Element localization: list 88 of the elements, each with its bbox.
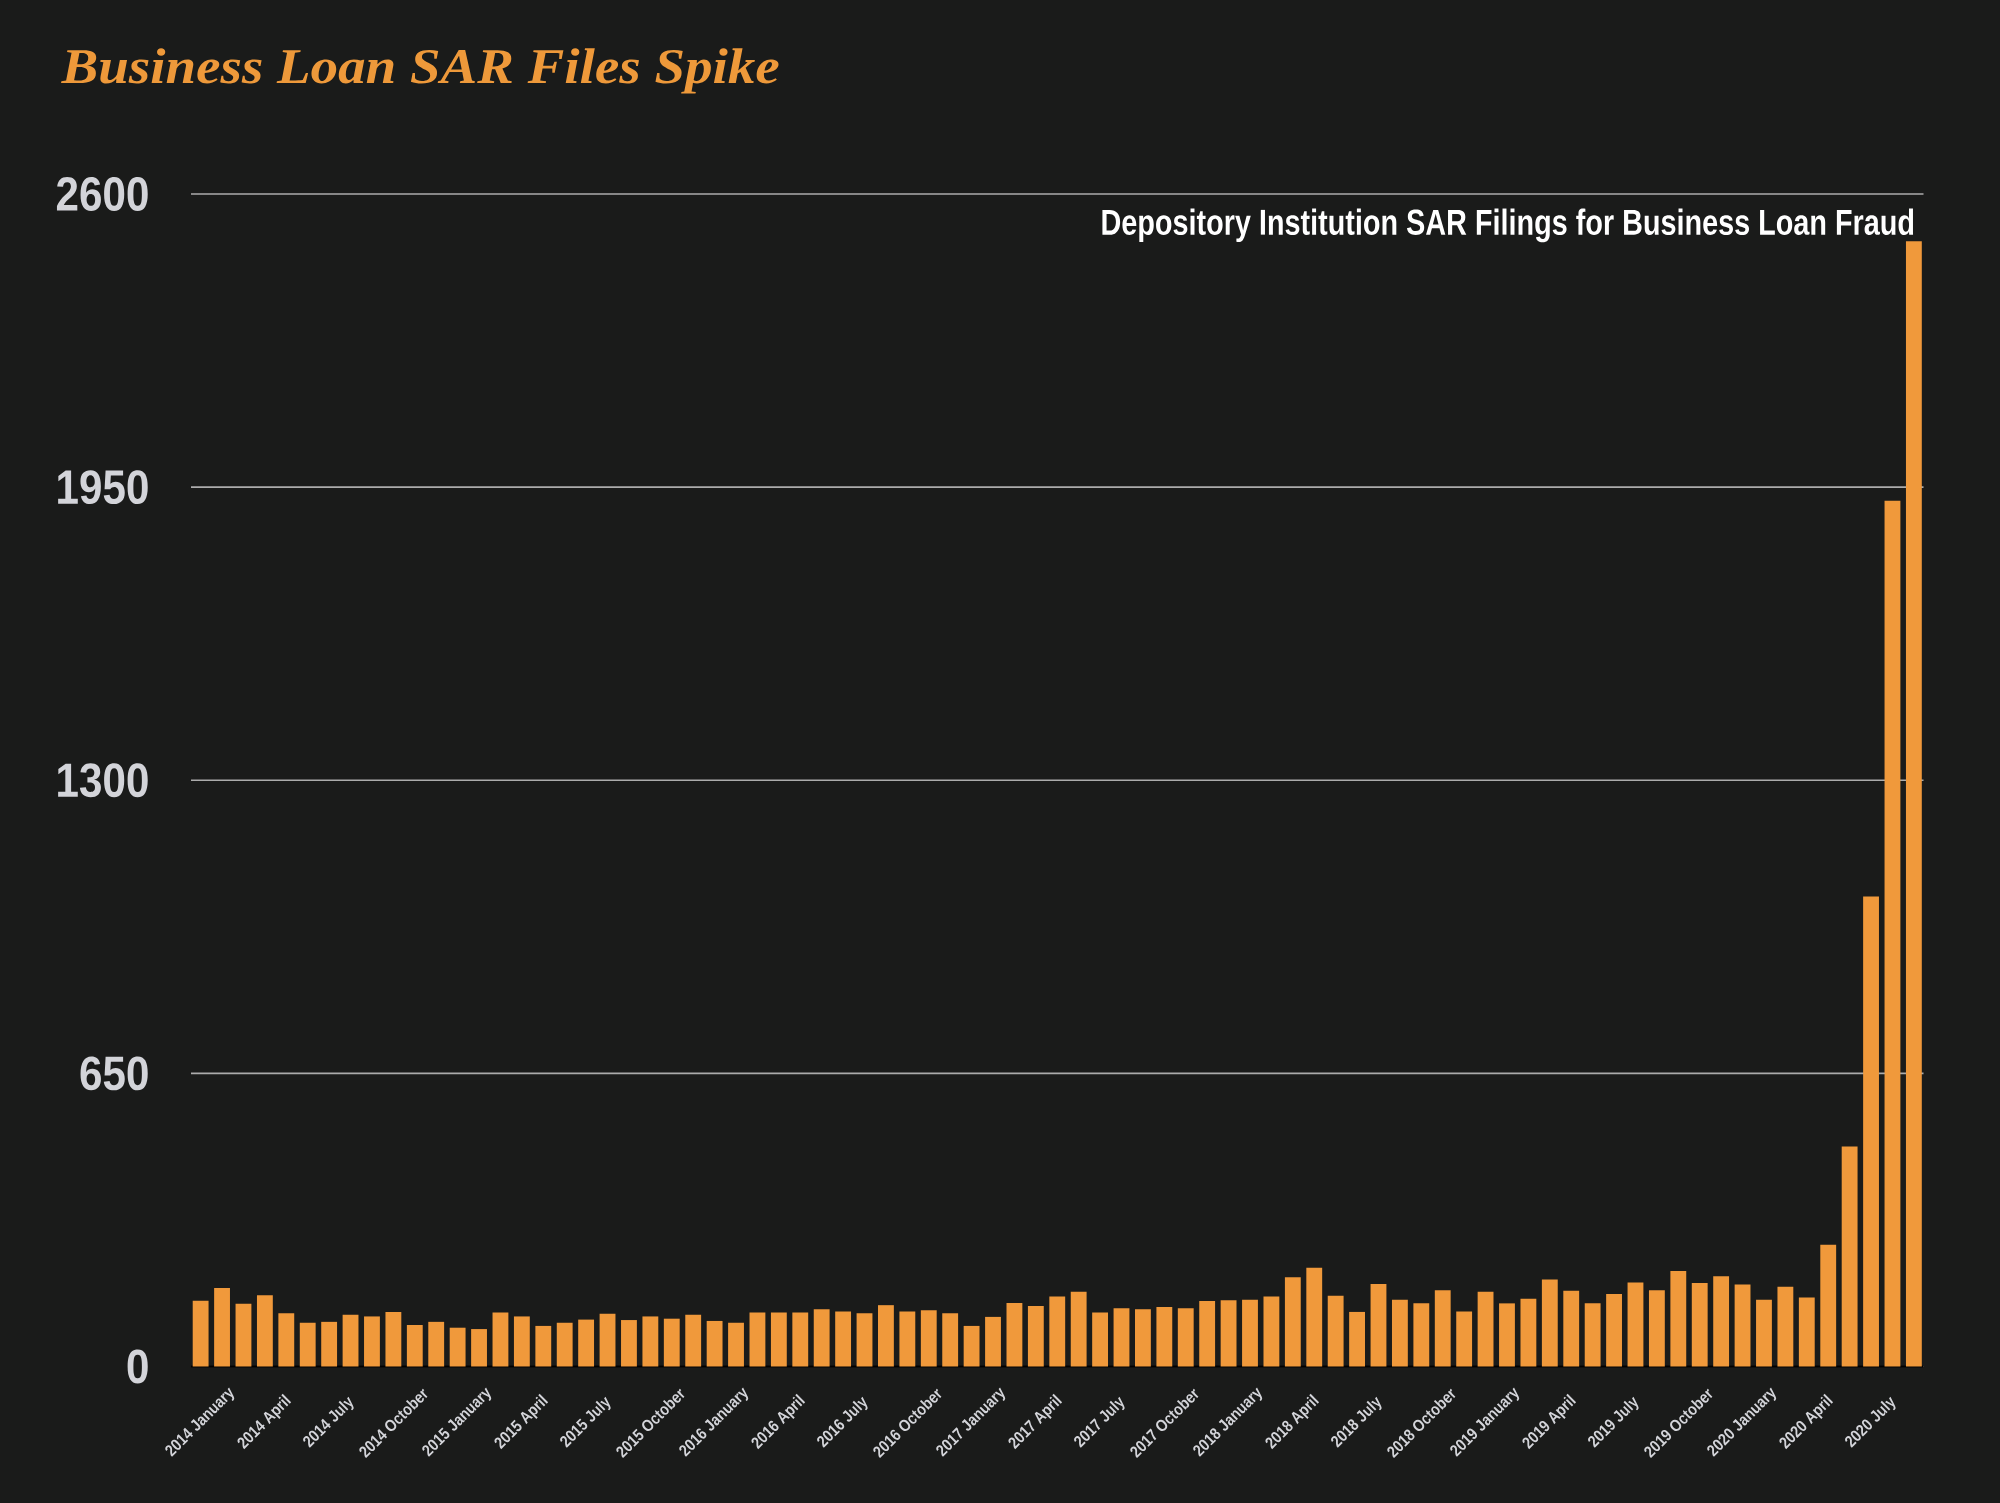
bar (1070, 1291, 1087, 1367)
bar (492, 1312, 509, 1367)
bar (192, 1300, 209, 1367)
bar (792, 1312, 809, 1367)
y-tick-label: 650 (80, 1056, 148, 1091)
bar (728, 1322, 744, 1367)
bar (1327, 1295, 1344, 1367)
bar (364, 1316, 380, 1367)
bar (406, 1325, 423, 1367)
bar (1584, 1303, 1601, 1367)
y-tick-label: 2600 (56, 177, 148, 211)
bar (1220, 1300, 1237, 1367)
bar (899, 1311, 916, 1367)
bar (1135, 1309, 1151, 1367)
bar (1434, 1290, 1451, 1367)
bar (278, 1313, 295, 1367)
bar (578, 1319, 595, 1367)
bar (835, 1311, 852, 1367)
bar (642, 1316, 659, 1367)
bar (1156, 1306, 1173, 1367)
bar (621, 1320, 637, 1367)
bar (1370, 1283, 1387, 1367)
bar (1413, 1303, 1430, 1367)
annotation: Depository Institution SAR Filings for Business Loan Fraud (1102, 208, 1914, 243)
bar (1027, 1306, 1044, 1367)
bar (1670, 1270, 1687, 1367)
bar (385, 1311, 402, 1367)
bar (1006, 1302, 1023, 1367)
bar (556, 1322, 573, 1367)
y-tick-label: 0 (127, 1349, 148, 1384)
bar (214, 1288, 230, 1367)
bar (1820, 1244, 1837, 1367)
bar (1756, 1299, 1772, 1367)
bar (535, 1325, 552, 1367)
bar (942, 1313, 959, 1367)
bar (1349, 1311, 1365, 1367)
bar (1648, 1290, 1665, 1367)
bar (1499, 1303, 1515, 1367)
bar (256, 1295, 273, 1367)
bar (985, 1316, 1001, 1367)
bar (963, 1325, 980, 1367)
y-tick-label: 1950 (58, 470, 148, 505)
bar (1306, 1267, 1323, 1367)
bar (1263, 1296, 1280, 1367)
bar (471, 1329, 487, 1367)
bar (856, 1313, 873, 1367)
bar (663, 1318, 680, 1367)
bar (1520, 1298, 1537, 1367)
bar (1199, 1301, 1216, 1367)
bar (1563, 1290, 1580, 1367)
bar (706, 1320, 723, 1367)
bar (685, 1314, 702, 1367)
bar (878, 1305, 894, 1367)
bar (920, 1310, 937, 1367)
bar (1841, 1146, 1858, 1367)
bar (1092, 1312, 1109, 1367)
bar (1242, 1299, 1258, 1367)
bar (1863, 896, 1879, 1367)
bar (1884, 500, 1901, 1367)
bar (1627, 1282, 1644, 1367)
bar (235, 1303, 252, 1367)
bar (1477, 1291, 1494, 1367)
bar (449, 1327, 466, 1367)
bar (1691, 1283, 1708, 1367)
bar (1777, 1286, 1794, 1367)
bar (321, 1321, 338, 1367)
bar (1606, 1293, 1622, 1367)
bar (770, 1312, 787, 1367)
y-tick-label: 1300 (58, 763, 148, 798)
bar (1713, 1276, 1730, 1367)
bar (1391, 1299, 1408, 1367)
bar (599, 1313, 616, 1367)
bar (1177, 1308, 1194, 1367)
bar (1541, 1279, 1558, 1367)
bar (428, 1321, 445, 1367)
bar (299, 1322, 316, 1367)
bar (342, 1314, 359, 1367)
bar (1905, 241, 1922, 1367)
bar (1798, 1297, 1815, 1367)
bar (1734, 1284, 1751, 1367)
bar (513, 1316, 530, 1367)
bar (813, 1309, 830, 1367)
bar (1113, 1308, 1130, 1367)
bar (1049, 1296, 1066, 1367)
bar (749, 1312, 766, 1367)
bar (1456, 1311, 1473, 1367)
bar (1284, 1277, 1301, 1367)
chart-title: Business Loan SAR Files Spike (61, 48, 779, 94)
